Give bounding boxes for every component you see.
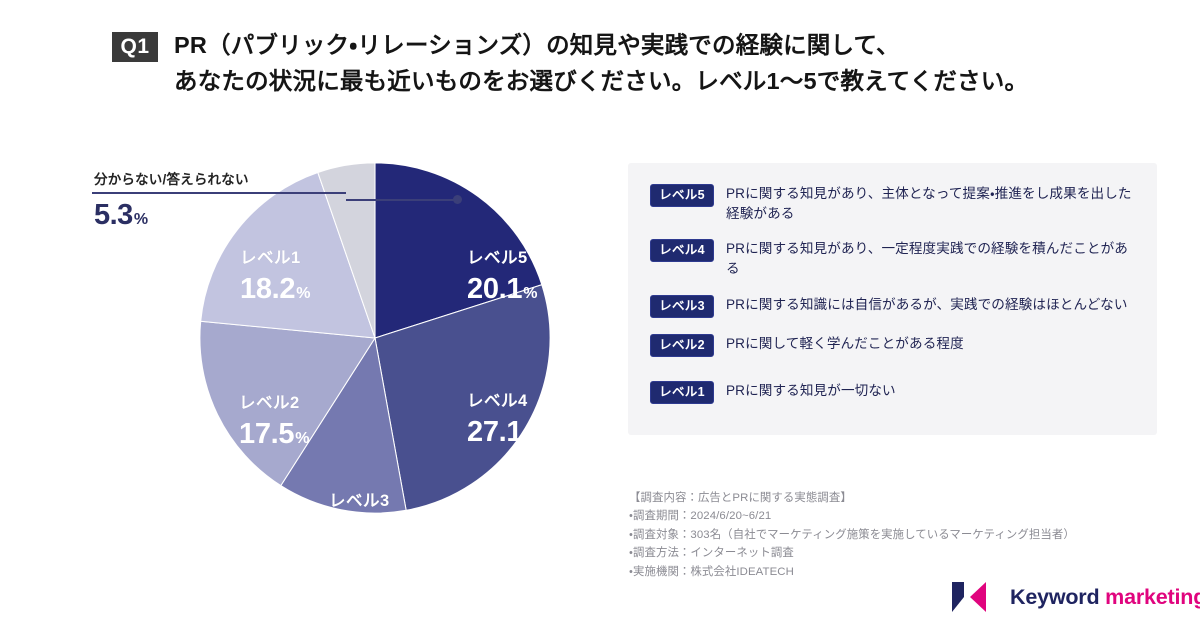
pie-slice-group — [199, 162, 551, 514]
legend-desc-level4: PRに関する知見があり、一定程度実践での経験を積んだことがある — [726, 241, 1128, 277]
legend-badge-level5: レベル5 — [650, 184, 714, 207]
survey-notes-period: ・調査期間：2024/6/20~6/21 — [629, 510, 772, 523]
legend-badge-level2: レベル2 — [650, 333, 714, 357]
leader-line-segment — [346, 199, 456, 201]
legend-badge-level1: レベル1 — [650, 380, 714, 404]
pie-slice-1 — [374, 162, 543, 339]
legend-desc-level2: PRに関して軽く学んだことがある程度 — [726, 335, 964, 351]
survey-notes-target: ・調査対象：303名（自社でマーケティング施策を実施しているマーケティング担当者… — [629, 528, 1075, 541]
legend-item-level2: レベル2 PRに関して軽く学んだことがある程度 — [650, 333, 1143, 357]
legend-item-level5: レベル5 PRに関する知見があり、主体となって提案・推進をし成果を出した経験があ… — [650, 184, 1143, 223]
brand-logo-marketing: marketing — [1099, 584, 1200, 609]
question-text-line-1: PR（パブリック・リレーションズ）の知見や実践での経験に関して、 — [174, 32, 900, 58]
pie-slice-4 — [199, 320, 376, 487]
pie-callout-unknown-name: 分からない/答えられない — [94, 172, 249, 187]
legend-desc-level1: PRに関する知見が一切ない — [726, 382, 896, 398]
brand-logo-keyword: Keyword — [1010, 584, 1100, 609]
survey-notes-title: 【調査内容：広告とPRに関する実態調査】 — [629, 492, 852, 504]
survey-notes-agency: ・実施機関：株式会社IDEATECH — [629, 565, 794, 578]
survey-notes: 【調査内容：広告とPRに関する実態調査】 ・調査期間：2024/6/20~6/2… — [629, 489, 1075, 581]
legend-desc-level5: PRに関する知見があり、主体となって提案・推進をし成果を出した経験がある — [726, 186, 1132, 221]
legend-badge-level4: レベル4 — [650, 239, 714, 263]
page-title: Q1 PR（パブリック・リレーションズ）の知見や実践での経験に関して、 あなたの… — [112, 28, 1122, 99]
legend-badge-level3: レベル3 — [650, 294, 714, 318]
pie-slice-5 — [200, 171, 376, 339]
logo-mark-icon — [952, 582, 986, 612]
pie-slice-6 — [317, 162, 376, 339]
legend-item-level4: レベル4 PRに関する知見があり、一定程度実践での経験を積んだことがある — [650, 239, 1143, 278]
legend-desc-level3: PRに関する知識には自信があるが、実践での経験はほとんどない — [726, 296, 1128, 312]
legend-item-level1: レベル1 PRに関する知見が一切ない — [650, 380, 1143, 404]
pie-callout-unknown-value: 5.3% — [94, 199, 148, 232]
question-text-line-2: あなたの状況に最も近いものをお選びください。レベル1〜5で教えてください。 — [174, 67, 1029, 94]
pie-slice-3 — [280, 336, 407, 514]
legend-list: レベル5 PRに関する知見があり、主体となって提案・推進をし成果を出した経験があ… — [650, 184, 1143, 404]
brand-logo-text: Keyword marketing — [1010, 585, 1200, 610]
question-text: PR（パブリック・リレーションズ）の知見や実践での経験に関して、 あなたの状況に… — [174, 28, 1028, 99]
legend-item-level3: レベル3 PRに関する知識には自信があるが、実践での経験はほとんどない — [650, 294, 1143, 318]
pie-callout-leader-line — [346, 195, 462, 205]
pie-callout-unknown: 分からない/答えられない 5.3% — [92, 172, 382, 232]
brand-logo: Keyword marketing — [948, 580, 1200, 614]
question-number-badge: Q1 — [112, 32, 158, 62]
pie-callout-rule — [92, 192, 346, 195]
pie-chart-graphic — [199, 162, 551, 514]
leader-line-dot — [453, 195, 462, 204]
pie-slice-2 — [374, 284, 551, 511]
legend-panel: レベル5 PRに関する知見があり、主体となって提案・推進をし成果を出した経験があ… — [628, 163, 1157, 435]
pie-svg — [199, 162, 551, 514]
survey-notes-method: ・調査方法：インターネット調査 — [629, 547, 794, 560]
pie-label-level3-value: 11.9% — [329, 515, 398, 548]
pie-chart: レベル5 20.1% レベル4 27.1% レベル3 11.9% レベル2 17… — [92, 150, 622, 590]
